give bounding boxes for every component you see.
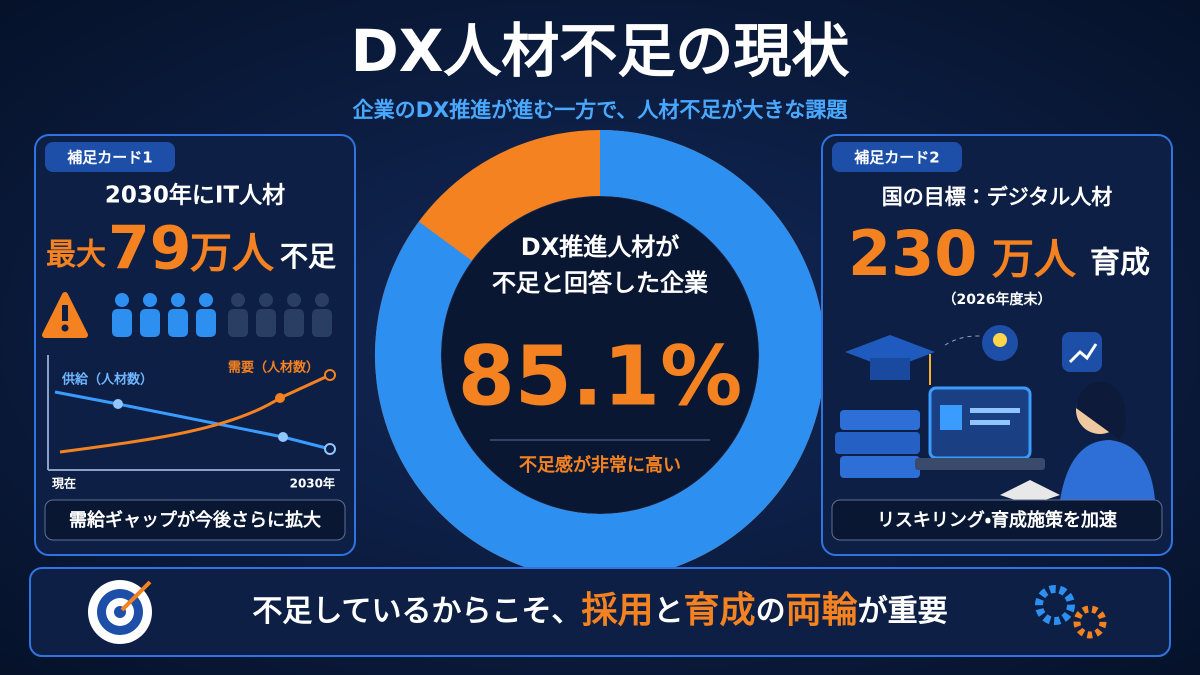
footer-emphasis: 両輪 bbox=[786, 590, 858, 631]
demand-label: 需要（人材数） bbox=[228, 360, 319, 376]
title: DX人材不足の現状 bbox=[351, 17, 851, 85]
donut-caption: 不足と回答した企業 bbox=[492, 269, 708, 297]
figure: 79 bbox=[108, 214, 192, 284]
footer-part: が重要 bbox=[858, 594, 948, 629]
donut-value bbox=[375, 130, 825, 580]
card-2: 補足カード2 国の目標：デジタル人材 230 万人 育成 （2026年度末） リ… bbox=[821, 134, 1173, 556]
gear-icons bbox=[1035, 585, 1107, 639]
footer-part: 不足しているからこそ、 bbox=[252, 594, 581, 629]
warning-icon bbox=[42, 292, 88, 338]
trend-illustration bbox=[47, 355, 340, 471]
footer-part: と bbox=[654, 594, 684, 629]
subtitle: 企業のDX推進が進む一方で、人材不足が大きな課題 bbox=[353, 98, 849, 122]
card-line: 2030年にIT人材 bbox=[105, 182, 285, 209]
footer-banner: 不足しているからこそ、採用と育成の両輪が重要 bbox=[29, 567, 1171, 657]
footer-emphasis: 採用 bbox=[582, 590, 654, 631]
unit: 万人 bbox=[190, 229, 275, 278]
target-icon bbox=[88, 580, 152, 644]
figure: 230 bbox=[848, 217, 977, 290]
footer-part: の bbox=[756, 594, 786, 629]
x-end-label: 2030年 bbox=[290, 476, 335, 491]
donut-value-label: 85.1% bbox=[458, 329, 742, 424]
card-note: 需給ギャップが今後さらに拡大 bbox=[69, 509, 321, 531]
card-tag: 補足カード1 bbox=[67, 149, 152, 167]
card-line: 国の目標：デジタル人材 bbox=[882, 185, 1113, 209]
card-1: 補足カード1 2030年にIT人材 最大 79 万人 不足 供給（人材数） 需要… bbox=[34, 134, 356, 556]
learning-illustration bbox=[835, 325, 1155, 505]
card-note: リスキリング・育成施策を加速 bbox=[877, 509, 1117, 531]
suffix: 不足 bbox=[280, 240, 336, 273]
period: （2026年度末） bbox=[943, 291, 1052, 308]
x-start-label: 現在 bbox=[52, 476, 76, 491]
supply-label: 供給（人材数） bbox=[61, 372, 153, 388]
donut-remark: 不足感が非常に高い bbox=[519, 454, 681, 476]
footer-message: 不足しているからこそ、採用と育成の両輪が重要 bbox=[252, 590, 947, 631]
suffix: 育成 bbox=[1090, 246, 1150, 281]
footer-emphasis: 育成 bbox=[684, 590, 756, 631]
card-tag: 補足カード2 bbox=[854, 149, 939, 167]
donut bbox=[375, 130, 825, 580]
people-icons bbox=[112, 293, 332, 337]
donut-caption: DX推進人材が bbox=[521, 233, 679, 261]
unit: 万人 bbox=[992, 235, 1077, 284]
prefix: 最大 bbox=[46, 238, 106, 273]
